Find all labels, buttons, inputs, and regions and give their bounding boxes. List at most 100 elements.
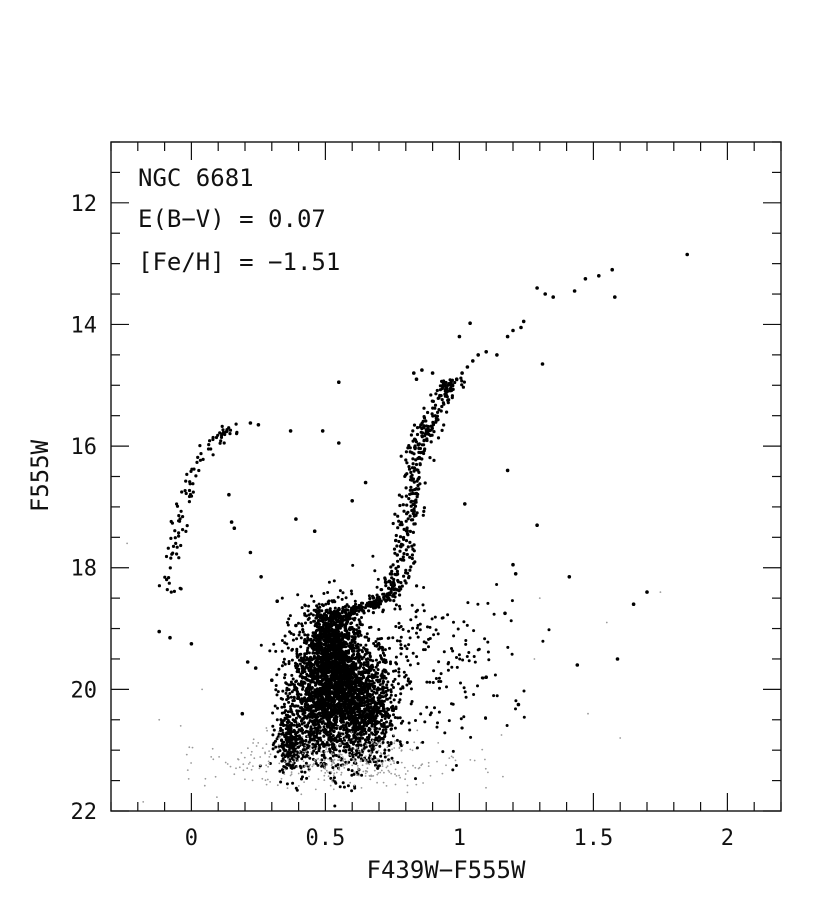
star-point (315, 667, 319, 671)
faint-star-point (364, 772, 367, 775)
star-point (219, 439, 223, 443)
star-point (289, 732, 293, 736)
star-point (188, 482, 192, 486)
faint-star-point (315, 747, 318, 750)
star-point (302, 667, 306, 671)
star-point (435, 388, 439, 393)
star-point (404, 450, 408, 454)
star-point (354, 753, 358, 757)
star-point (389, 706, 393, 709)
faint-star-point (377, 749, 380, 752)
star-point (288, 692, 292, 695)
star-point (370, 675, 374, 679)
star-point (322, 706, 326, 710)
star-point (444, 380, 448, 385)
star-point (285, 621, 289, 624)
star-point (292, 723, 296, 727)
star-point (385, 720, 388, 724)
faint-star-point (312, 763, 315, 766)
faint-star-point (265, 764, 268, 767)
star-point (303, 702, 307, 706)
star-point (437, 408, 441, 412)
star-point (402, 527, 406, 532)
star-point (320, 615, 324, 619)
star-point (279, 744, 283, 748)
star-point (396, 559, 400, 563)
star-point (476, 684, 479, 688)
faint-star-point (185, 753, 188, 756)
star-point (350, 675, 354, 679)
star-point (406, 545, 410, 549)
faint-star-point (267, 760, 270, 763)
star-point (309, 704, 313, 708)
star-point (363, 685, 367, 689)
faint-star-point (313, 748, 315, 750)
star-point (435, 725, 439, 729)
faint-star-point (411, 749, 414, 752)
star-point (286, 623, 290, 627)
star-point (331, 612, 335, 616)
star-point (342, 749, 345, 753)
star-point (343, 699, 347, 703)
star-point (350, 769, 354, 773)
star-point (359, 733, 363, 737)
faint-star-point (320, 763, 323, 765)
star-point (259, 643, 263, 647)
star-point (446, 383, 450, 387)
star-point (316, 606, 320, 610)
star-point (336, 595, 340, 599)
faint-star-point (250, 750, 253, 753)
star-point (272, 728, 276, 732)
star-point (349, 589, 353, 593)
star-point (390, 569, 394, 574)
star-point (330, 648, 334, 652)
star-point (301, 699, 305, 703)
faint-star-point (278, 747, 280, 750)
faint-star-point (366, 767, 369, 769)
star-point (327, 599, 331, 603)
faint-star-point (373, 769, 376, 772)
star-point (283, 765, 287, 769)
star-point (404, 458, 408, 462)
faint-star-point (324, 751, 326, 753)
star-point (414, 777, 417, 781)
star-point (295, 709, 299, 713)
star-point (335, 709, 339, 713)
star-point (289, 707, 293, 711)
faint-star-point (398, 774, 400, 777)
faint-star-point (393, 747, 396, 749)
faint-star-point (298, 750, 301, 753)
star-point (362, 747, 366, 751)
star-point (363, 671, 367, 675)
star-point (408, 446, 412, 450)
star-point (374, 658, 378, 662)
star-point (303, 633, 307, 637)
star-point (356, 713, 360, 717)
star-point (342, 785, 346, 789)
faint-star-point (390, 772, 393, 775)
faint-star-point (342, 764, 344, 767)
star-point (399, 454, 403, 458)
star-point (410, 473, 414, 477)
star-point (412, 423, 417, 427)
star-point (335, 681, 338, 684)
star-point (318, 701, 322, 705)
star-point (333, 695, 337, 699)
faint-star-point (350, 731, 353, 733)
star-point (389, 583, 393, 587)
star-point (301, 628, 305, 632)
star-point (303, 654, 307, 658)
star-point (414, 498, 418, 502)
star-point (329, 614, 333, 618)
star-point (319, 626, 323, 630)
star-point (411, 457, 415, 461)
star-point (408, 492, 412, 496)
faint-star-point (297, 785, 300, 787)
faint-star-point (204, 777, 207, 780)
star-point (387, 744, 391, 747)
star-point (338, 651, 342, 655)
star-point (397, 667, 401, 671)
star-point (297, 714, 301, 718)
faint-star-point (268, 762, 271, 765)
star-point (407, 467, 412, 471)
